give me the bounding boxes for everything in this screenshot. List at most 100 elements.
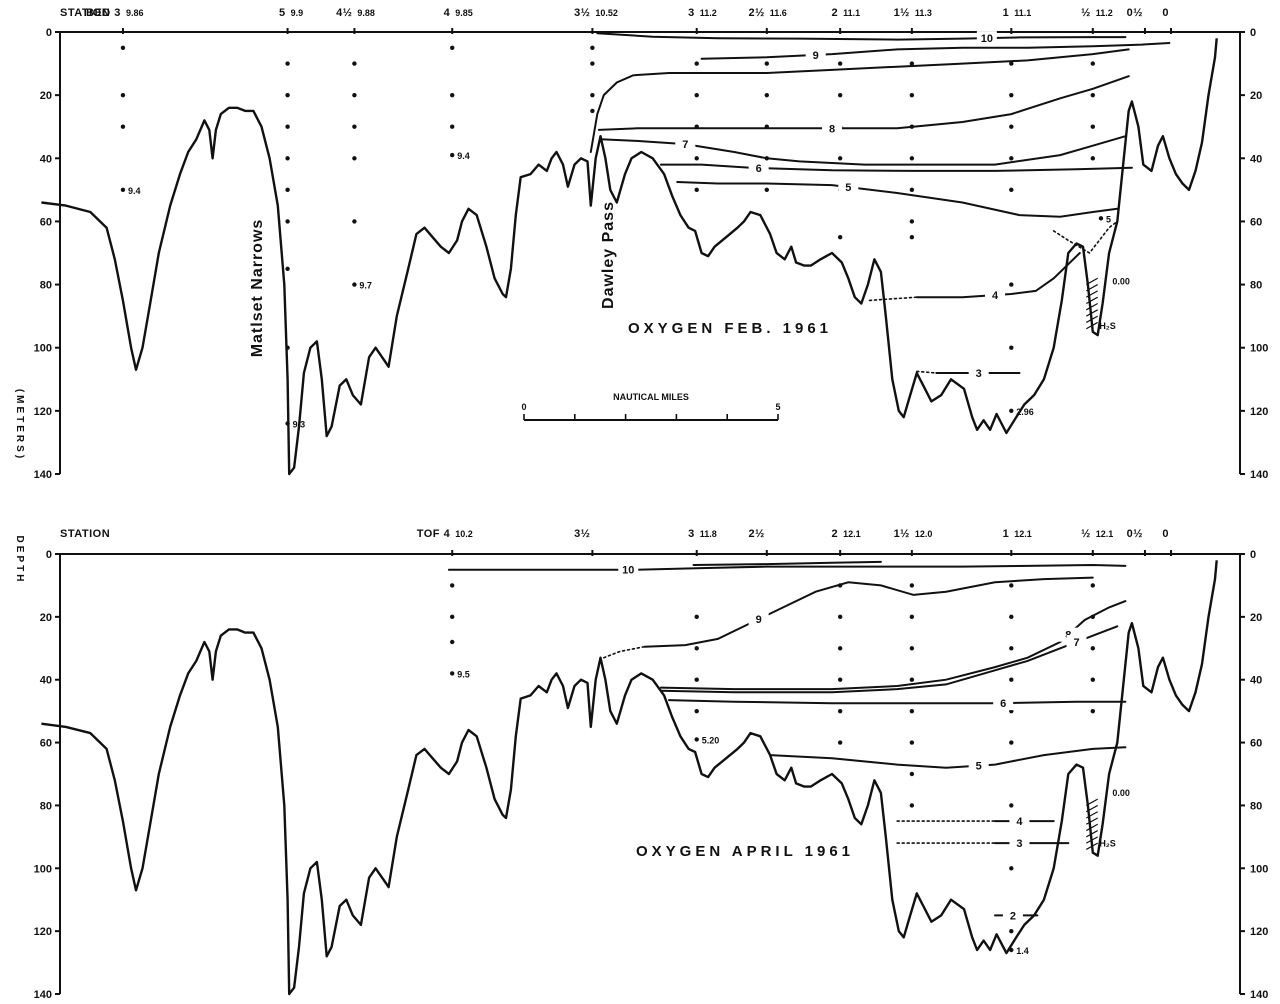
- station-header: STATION: [60, 528, 110, 540]
- panel-title: OXYGEN APRIL 1961: [636, 843, 854, 860]
- station-surface-value: 11.1: [1014, 8, 1031, 18]
- isopleth-line: [643, 576, 1094, 648]
- sample-point: [590, 45, 595, 50]
- isopleth-label-bg: [1002, 908, 1023, 923]
- value-point: [120, 187, 126, 193]
- bottom-profile: [41, 560, 1218, 996]
- y-tick-label: 140: [1250, 989, 1268, 1001]
- station-name: 4: [444, 7, 451, 19]
- sample-point: [120, 45, 126, 50]
- isopleth-label: 3: [976, 368, 982, 380]
- station-name: 1½: [894, 7, 910, 19]
- y-tick-label: 120: [34, 926, 52, 938]
- y-tick-label: 20: [1250, 612, 1262, 624]
- sample-point: [694, 61, 699, 66]
- value-point: [1009, 947, 1014, 953]
- isopleth-line: [692, 560, 882, 566]
- sample-point: [694, 92, 699, 98]
- sample-point: [1009, 124, 1014, 129]
- stagnant-oxygen-value: 0.00: [1112, 788, 1130, 798]
- sample-point: [352, 61, 357, 66]
- sample-point: [764, 187, 769, 193]
- isopleth-line: [915, 252, 1081, 299]
- sample-point: [837, 614, 843, 620]
- station-name: 2: [832, 528, 839, 540]
- y-tick-label: 40: [40, 675, 52, 687]
- point-value-label: 1.4: [1016, 946, 1029, 956]
- station-name: 0½: [1127, 7, 1143, 19]
- sample-point: [285, 61, 290, 66]
- isopleth-line: [659, 163, 1133, 172]
- isopleth-line: [659, 600, 1127, 691]
- sample-point: [837, 235, 843, 240]
- station-name: 3½: [574, 528, 590, 540]
- sample-point: [909, 614, 915, 620]
- isopleth-label-bg: [748, 612, 769, 627]
- sample-point: [285, 124, 290, 129]
- sample-point: [694, 156, 699, 161]
- y-tick-label: 60: [40, 216, 52, 228]
- bottom-profile: [41, 38, 1218, 476]
- station-surface-value: 10.52: [595, 8, 618, 18]
- sample-point: [694, 677, 699, 682]
- sample-point: [352, 156, 357, 161]
- scale-bar-end: 5: [775, 402, 780, 412]
- sample-point: [1009, 156, 1014, 161]
- station-name: 0: [1162, 7, 1169, 19]
- sample-point: [1090, 61, 1096, 66]
- station-name: 0: [1162, 528, 1169, 540]
- y-tick-label: 100: [34, 863, 52, 875]
- value-point: [694, 737, 699, 742]
- isopleth-label-bg: [1009, 836, 1030, 851]
- sample-point: [764, 92, 769, 98]
- y-axis-title: DEPTH (METERS): [14, 389, 25, 585]
- isopleth-label-bg: [675, 137, 696, 152]
- y-tick-label: 60: [40, 738, 52, 750]
- sample-point: [590, 108, 595, 114]
- station-surface-value: 10.2: [455, 529, 473, 539]
- y-tick-label: 140: [34, 469, 52, 481]
- sample-point: [1009, 646, 1014, 651]
- sample-point: [1009, 928, 1014, 934]
- sample-point: [909, 771, 915, 777]
- station-name: 1½: [894, 528, 910, 540]
- isopleth-line: [868, 296, 918, 302]
- value-point: [450, 671, 455, 676]
- station-surface-value: 11.6: [770, 8, 787, 18]
- y-tick-label: 120: [1250, 406, 1268, 418]
- sample-point: [909, 156, 915, 161]
- sample-point: [285, 156, 290, 161]
- station-surface-value: 12.1: [843, 529, 861, 539]
- sample-point: [352, 219, 357, 224]
- sample-point: [285, 187, 290, 193]
- station-name: 2½: [749, 528, 765, 540]
- point-value-label: 9.7: [359, 281, 372, 291]
- sample-point: [1009, 345, 1014, 350]
- scale-bar-start: 0: [521, 402, 526, 412]
- station-name: 4½: [336, 7, 352, 19]
- y-tick-label: 80: [1250, 280, 1262, 292]
- isopleth-label: 6: [756, 163, 762, 175]
- isopleth-line: [596, 32, 1127, 41]
- isopleth-label-bg: [968, 365, 989, 380]
- sample-point: [1009, 282, 1014, 287]
- isopleth-label-bg: [748, 161, 769, 176]
- station-surface-value: 9.9: [291, 8, 304, 18]
- depth-axis-unit: (METERS): [14, 389, 25, 461]
- stagnant-oxygen-value: 0.00: [1112, 277, 1130, 287]
- station-surface-value: 11.2: [1096, 8, 1113, 18]
- station-name: 3½: [574, 7, 590, 19]
- sample-point: [909, 219, 915, 224]
- y-tick-label: 0: [46, 549, 52, 561]
- station-name: BED 3: [86, 7, 121, 19]
- sample-point: [1090, 583, 1096, 588]
- sample-point: [120, 124, 126, 129]
- isopleth-line: [676, 181, 1119, 218]
- sample-point: [450, 614, 455, 620]
- point-value-label: 9.3: [293, 419, 306, 429]
- isopleth-label: 10: [981, 33, 993, 45]
- sample-point: [694, 646, 699, 651]
- isopleth-label-bg: [618, 562, 639, 577]
